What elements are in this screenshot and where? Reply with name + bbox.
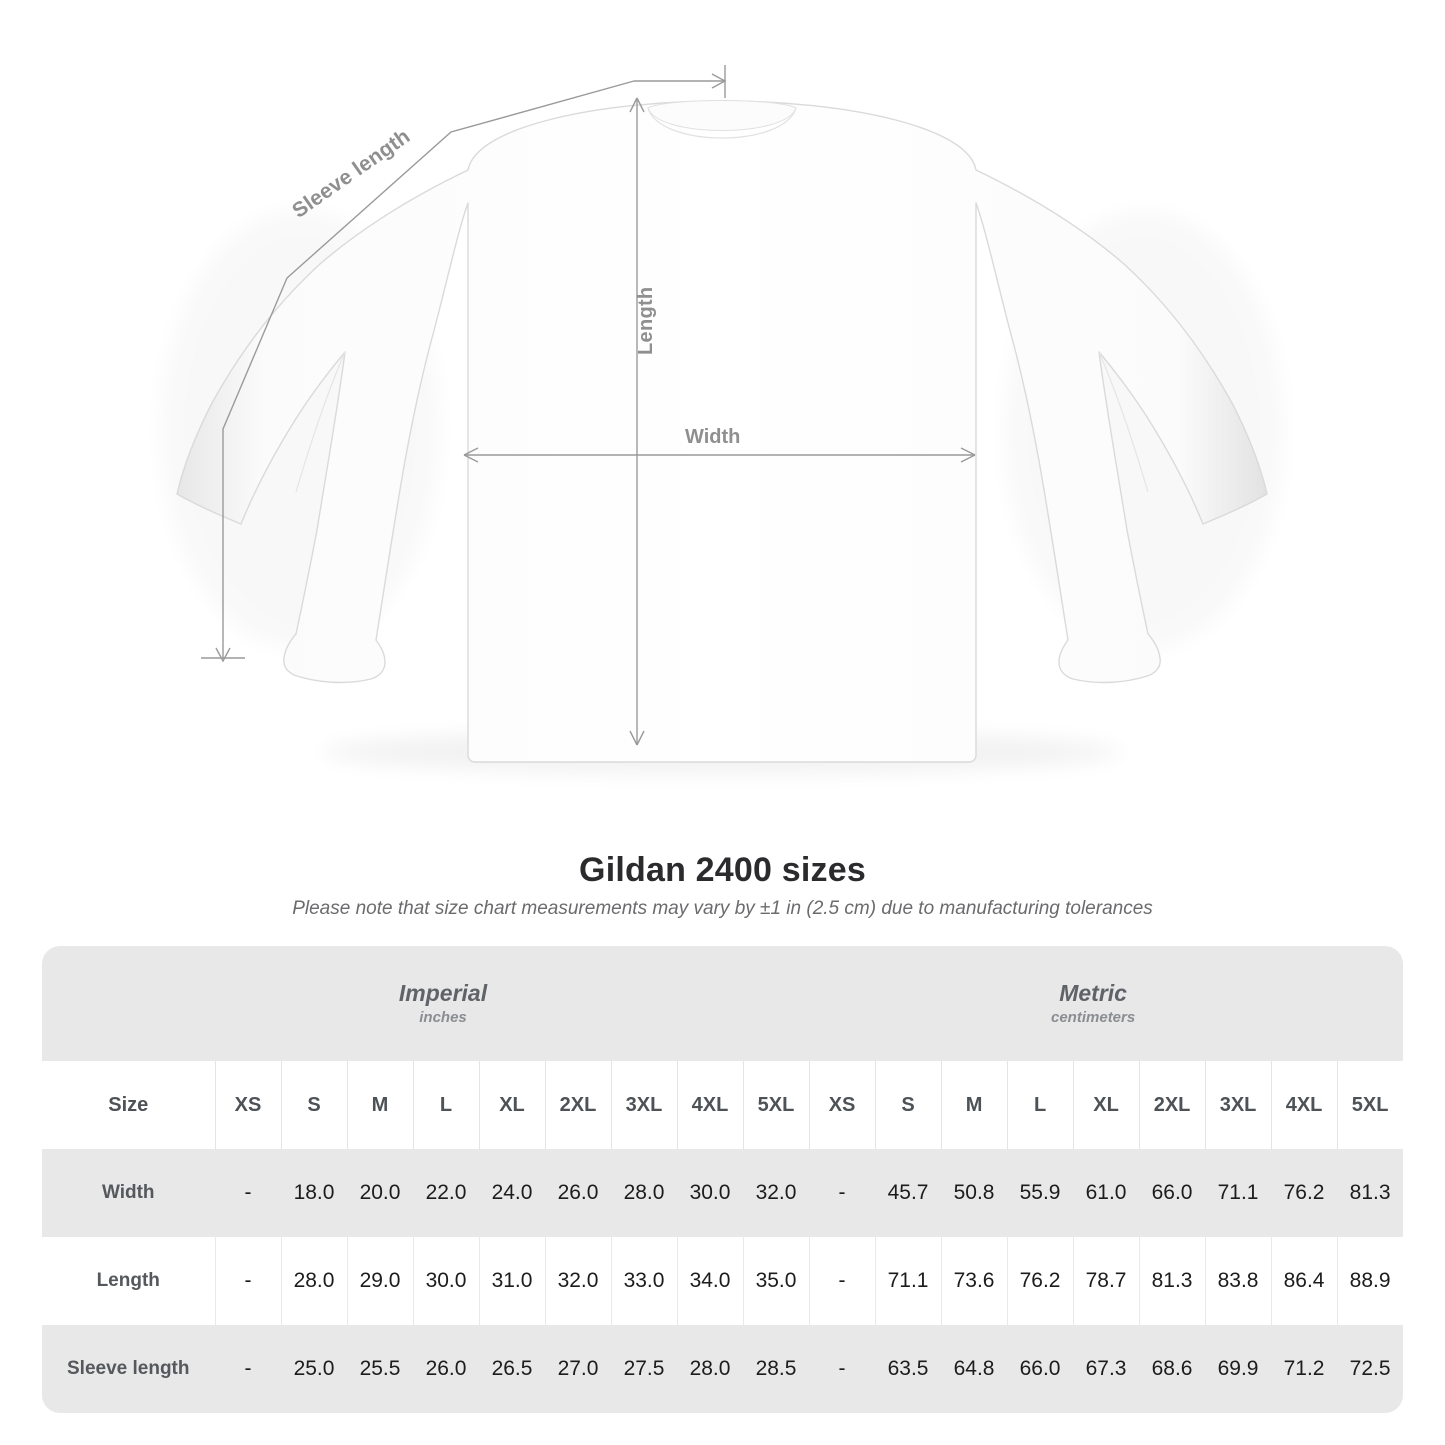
svg-text:Length: Length — [635, 287, 657, 355]
svg-text:Width: Width — [685, 426, 740, 448]
svg-text:Sleeve length: Sleeve length — [288, 125, 414, 223]
